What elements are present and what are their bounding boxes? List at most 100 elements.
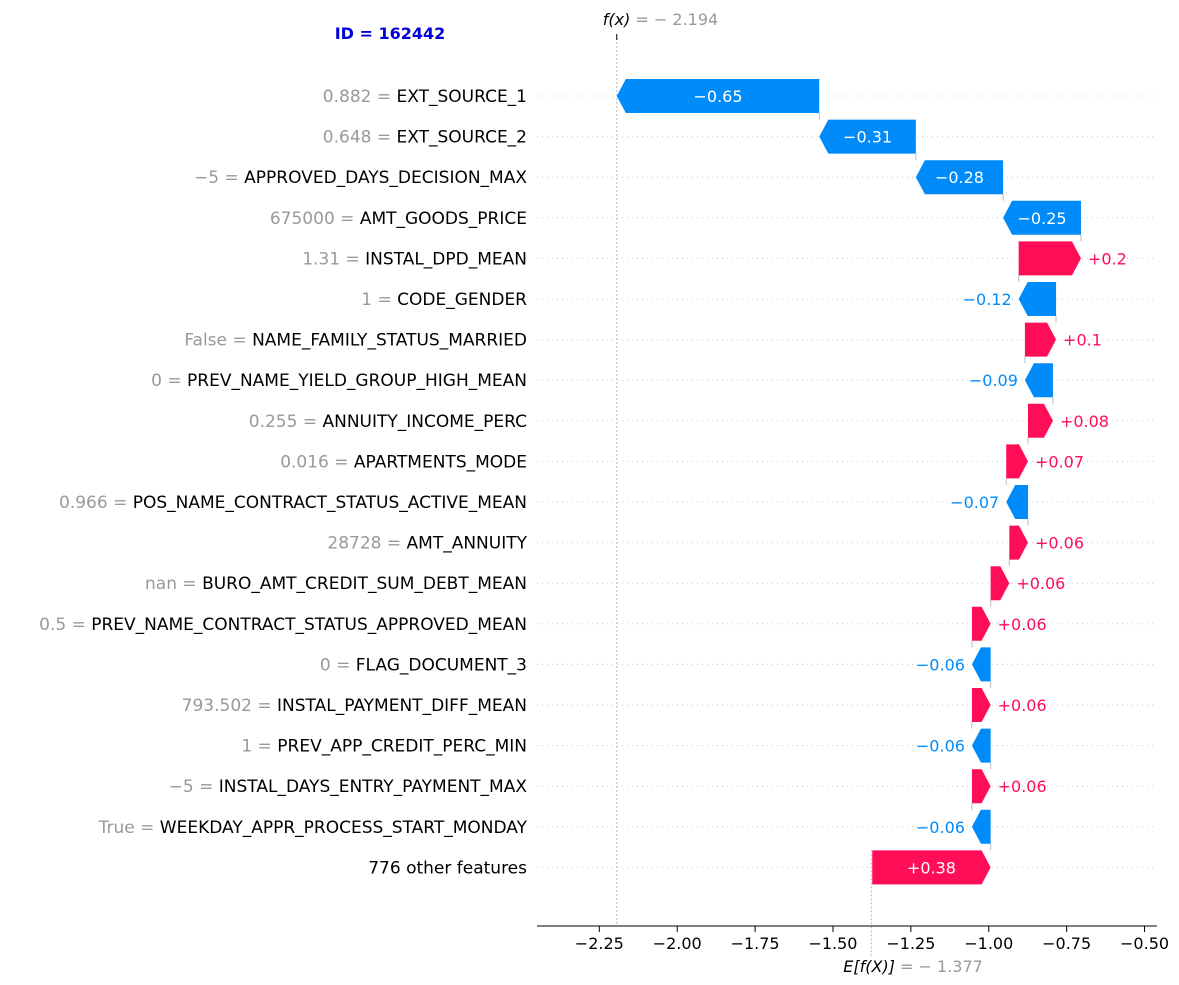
x-tick-label: −1.00 xyxy=(964,934,1013,953)
negative-bar xyxy=(616,79,820,113)
negative-bar xyxy=(1024,363,1053,398)
negative-bar xyxy=(971,809,991,844)
feature-value: 28728 = xyxy=(327,534,406,554)
positive-bar xyxy=(1024,322,1057,357)
feature-label: nan = BURO_AMT_CREDIT_SUM_DEBT_MEAN xyxy=(145,574,527,594)
feature-label: 1 = PREV_APP_CREDIT_PERC_MIN xyxy=(241,737,527,757)
bar-value-label: +0.06 xyxy=(998,696,1047,715)
feature-name: INSTAL_PAYMENT_DIFF_MEAN xyxy=(277,696,527,716)
feature-name: AMT_ANNUITY xyxy=(407,534,528,554)
feature-name: PREV_NAME_CONTRACT_STATUS_APPROVED_MEAN xyxy=(91,615,527,635)
feature-value: 0.966 = xyxy=(59,493,133,513)
bar-value-label: −0.12 xyxy=(963,290,1012,309)
feature-name: EXT_SOURCE_1 xyxy=(397,87,527,107)
feature-label: 0 = PREV_NAME_YIELD_GROUP_HIGH_MEAN xyxy=(151,371,527,391)
feature-label: 1.31 = INSTAL_DPD_MEAN xyxy=(302,249,527,269)
negative-bar xyxy=(971,647,991,682)
bar-value-label: +0.06 xyxy=(998,777,1047,796)
x-tick-label: −0.75 xyxy=(1042,934,1091,953)
bar-value-label: −0.06 xyxy=(916,818,965,837)
gridlines xyxy=(537,95,1157,868)
feature-label: 0.882 = EXT_SOURCE_1 xyxy=(323,87,527,107)
bar-value-label: +0.08 xyxy=(1060,412,1109,431)
feature-label: 28728 = AMT_ANNUITY xyxy=(327,534,527,554)
positive-bar xyxy=(971,769,991,804)
feature-name: BURO_AMT_CREDIT_SUM_DEBT_MEAN xyxy=(202,574,527,594)
feature-name: APARTMENTS_MODE xyxy=(354,452,527,472)
bar-value-label: −0.25 xyxy=(1018,209,1067,228)
feature-name: INSTAL_DPD_MEAN xyxy=(365,249,527,269)
row-labels: 0.882 = EXT_SOURCE_1 0.648 = EXT_SOURCE_2… xyxy=(39,87,527,878)
x-tick-label: −2.00 xyxy=(653,934,702,953)
feature-value: True = xyxy=(98,818,160,838)
feature-label: 0 = FLAG_DOCUMENT_3 xyxy=(320,655,527,675)
bar-value-label: −0.28 xyxy=(935,168,984,187)
feature-label: 0.255 = ANNUITY_INCOME_PERC xyxy=(249,412,527,432)
feature-label: 793.502 = INSTAL_PAYMENT_DIFF_MEAN xyxy=(182,696,527,716)
bar-value-label: +0.06 xyxy=(998,615,1047,634)
feature-value: 1.31 = xyxy=(302,249,365,269)
feature-value: 675000 = xyxy=(270,209,360,229)
feature-name: EXT_SOURCE_2 xyxy=(397,128,527,148)
feature-value: 1 = xyxy=(361,290,397,310)
feature-name: INSTAL_DAYS_ENTRY_PAYMENT_MAX xyxy=(219,777,528,797)
feature-value: 0.5 = xyxy=(39,615,91,635)
feature-label: 776 other features xyxy=(368,858,527,878)
feature-value: 793.502 = xyxy=(182,696,277,716)
feature-value: −5 = xyxy=(194,168,244,188)
expected-and-output-labels: f(x) = − 2.194 E[f(X)] = − 1.377 xyxy=(603,10,983,976)
feature-name: PREV_APP_CREDIT_PERC_MIN xyxy=(277,737,527,757)
bar-value-label: −0.06 xyxy=(916,737,965,756)
negative-bar xyxy=(915,160,1004,195)
feature-label: 1 = CODE_GENDER xyxy=(361,290,527,310)
feature-value: −5 = xyxy=(169,777,219,797)
negative-bar xyxy=(1018,282,1057,316)
bar-value-label: +0.38 xyxy=(907,858,956,877)
bar-value-label: −0.07 xyxy=(950,493,999,512)
x-tick-label: −1.50 xyxy=(808,934,857,953)
bar-value-label: +0.2 xyxy=(1088,249,1127,268)
bar-value-label: −0.06 xyxy=(916,655,965,674)
feature-label: False = NAME_FAMILY_STATUS_MARRIED xyxy=(184,331,527,351)
feature-name: ANNUITY_INCOME_PERC xyxy=(322,412,527,432)
bar-value-label: −0.09 xyxy=(969,371,1018,390)
reference-lines xyxy=(616,34,872,956)
negative-bar xyxy=(819,119,916,154)
feature-value: False = xyxy=(184,331,252,351)
bar-value-label: +0.1 xyxy=(1063,331,1102,350)
feature-label: −5 = APPROVED_DAYS_DECISION_MAX xyxy=(194,168,527,188)
positive-bar xyxy=(1018,241,1081,276)
positive-bar xyxy=(1006,444,1029,479)
feature-label: 675000 = AMT_GOODS_PRICE xyxy=(270,209,527,229)
feature-value: nan = xyxy=(145,574,202,594)
feature-name: FLAG_DOCUMENT_3 xyxy=(356,655,527,675)
x-tick-label: −1.25 xyxy=(886,934,935,953)
feature-value: 0 = xyxy=(320,655,356,675)
feature-label: −5 = INSTAL_DAYS_ENTRY_PAYMENT_MAX xyxy=(169,777,528,797)
x-tick-label: −1.75 xyxy=(731,934,780,953)
positive-bar xyxy=(1009,525,1029,560)
feature-name: AMT_GOODS_PRICE xyxy=(360,209,527,229)
x-tick-label: −0.50 xyxy=(1120,934,1169,953)
feature-label: 0.5 = PREV_NAME_CONTRACT_STATUS_APPROVED… xyxy=(39,615,527,635)
positive-bar xyxy=(872,850,991,885)
feature-value: 0.016 = xyxy=(280,452,354,472)
positive-bar xyxy=(971,688,991,722)
feature-label: 0.016 = APARTMENTS_MODE xyxy=(280,452,527,472)
chart-title: ID = 162442 xyxy=(335,24,446,43)
feature-value: 1 = xyxy=(241,737,277,757)
negative-bar xyxy=(1003,200,1081,235)
feature-label: True = WEEKDAY_APPR_PROCESS_START_MONDAY xyxy=(98,818,528,838)
bar-value-label: −0.65 xyxy=(693,87,742,106)
feature-name: WEEKDAY_APPR_PROCESS_START_MONDAY xyxy=(160,818,528,838)
fx-label: f(x) = − 2.194 xyxy=(603,10,718,29)
expected-value-label: E[f(X)] = − 1.377 xyxy=(843,957,983,976)
positive-bar xyxy=(990,566,1010,601)
bar-value-label: +0.06 xyxy=(1016,574,1065,593)
bar-value-label: −0.31 xyxy=(843,128,892,147)
feature-name: 776 other features xyxy=(368,858,527,878)
feature-name: APPROVED_DAYS_DECISION_MAX xyxy=(244,168,527,188)
feature-value: 0.648 = xyxy=(323,128,397,148)
negative-bar xyxy=(1006,485,1029,519)
